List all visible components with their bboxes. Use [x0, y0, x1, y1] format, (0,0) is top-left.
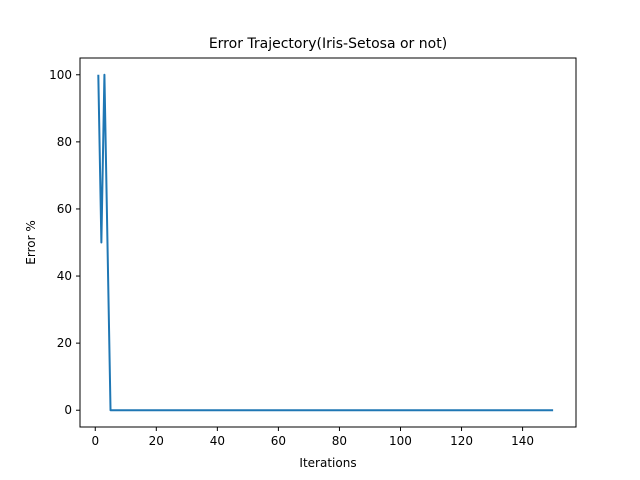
x-tick-label: 120	[450, 434, 473, 448]
axes-frame	[79, 57, 577, 428]
y-tick-label: 80	[57, 135, 72, 149]
y-tick-label: 60	[57, 202, 72, 216]
x-axis-label: Iterations	[299, 456, 356, 470]
chart-title: Error Trajectory(Iris-Setosa or not)	[209, 36, 447, 52]
x-tick-label: 40	[210, 434, 225, 448]
x-tick-label: 100	[389, 434, 412, 448]
plot-area	[97, 73, 554, 412]
y-axis-ticks: 0 20 40 60 80 100	[49, 68, 80, 417]
y-tick-label: 20	[57, 336, 72, 350]
y-axis-label: Error %	[24, 220, 38, 264]
y-tick-label: 100	[49, 68, 72, 82]
x-tick-label: 140	[511, 434, 534, 448]
y-tick-label: 0	[64, 403, 72, 417]
x-tick-label: 0	[91, 434, 99, 448]
y-tick-label: 40	[57, 269, 72, 283]
error-series-line	[97, 73, 554, 412]
x-axis-ticks: 0 20 40 60 80 100 120 140	[91, 427, 534, 448]
x-tick-label: 80	[332, 434, 347, 448]
x-tick-label: 60	[271, 434, 286, 448]
x-tick-label: 20	[149, 434, 164, 448]
